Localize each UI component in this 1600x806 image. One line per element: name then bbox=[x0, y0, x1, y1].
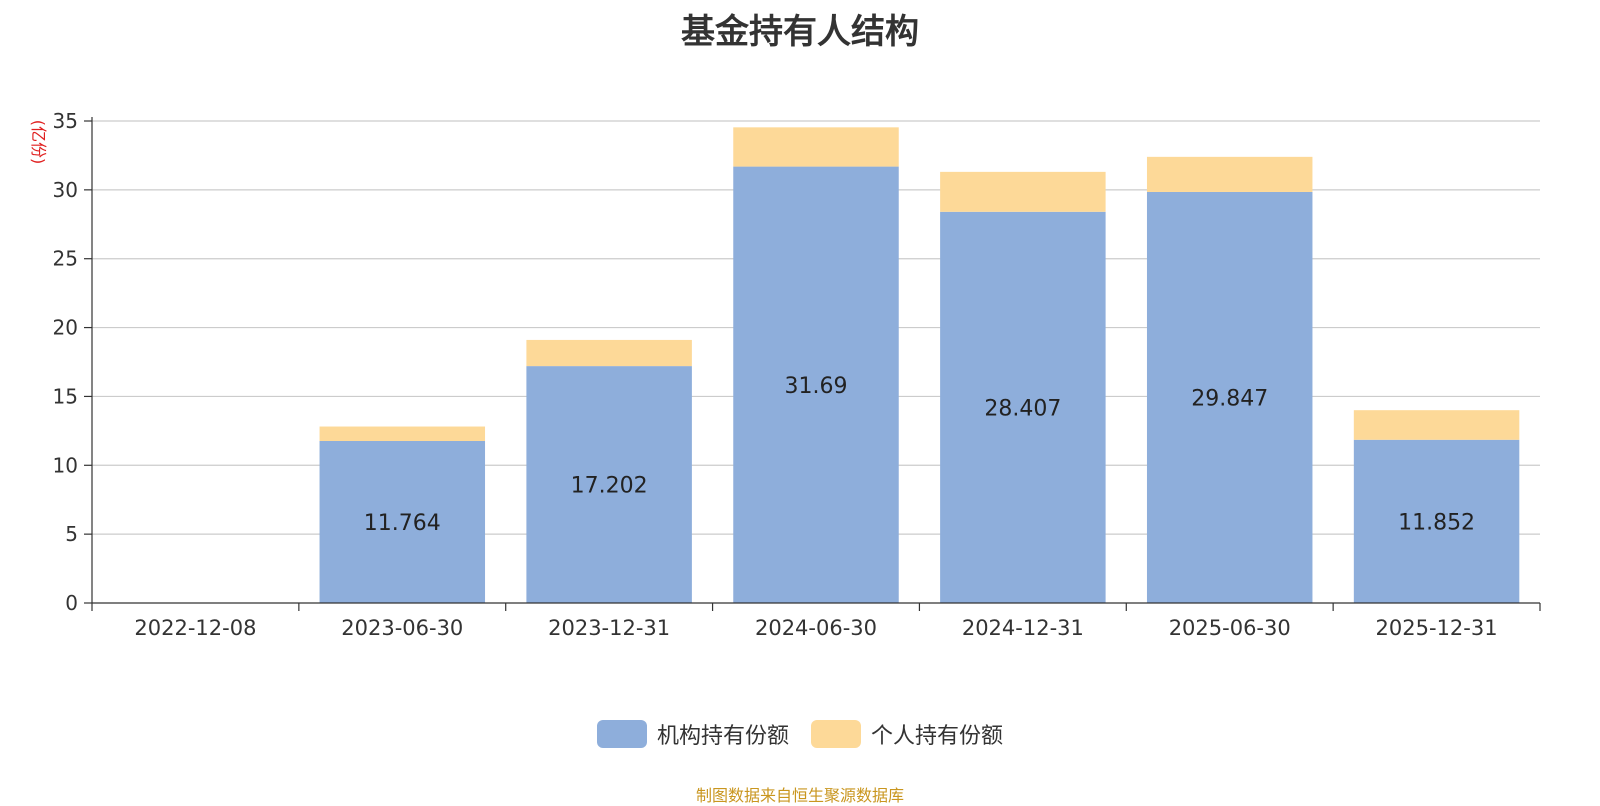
data-label: 11.852 bbox=[1398, 510, 1475, 535]
x-tick-label: 2024-06-30 bbox=[755, 616, 877, 640]
legend-label-institutional: 机构持有份额 bbox=[656, 724, 789, 749]
x-tick-label: 2023-12-31 bbox=[548, 616, 670, 640]
legend: 机构持有份额 个人持有份额 bbox=[0, 718, 1600, 750]
bar-institutional bbox=[1146, 191, 1313, 603]
legend-item-individual[interactable]: 个人持有份额 bbox=[811, 718, 1003, 750]
source-note: 制图数据来自恒生聚源数据库 bbox=[695, 786, 904, 805]
x-tick-label: 2025-06-30 bbox=[1169, 616, 1291, 640]
bar-individual bbox=[733, 127, 899, 167]
bar-individual bbox=[940, 171, 1106, 212]
bar-institutional bbox=[526, 366, 692, 603]
legend-swatch-individual bbox=[811, 720, 861, 748]
y-tick-label: 0 bbox=[65, 591, 78, 615]
y-tick-label: 35 bbox=[53, 109, 78, 133]
y-tick-label: 25 bbox=[53, 247, 78, 271]
x-tick-label: 2022-12-08 bbox=[134, 616, 256, 640]
bar-individual bbox=[1146, 156, 1313, 192]
axes: 0 5 10 15 20 25 30 35 2022-12-08 2023-06-30 2023-1… bbox=[53, 109, 1541, 640]
y-tick-label: 15 bbox=[53, 384, 78, 408]
bar-institutional bbox=[940, 211, 1106, 603]
y-tick-label: 5 bbox=[65, 522, 78, 546]
bar-individual bbox=[1353, 410, 1520, 440]
y-tick-label: 20 bbox=[53, 316, 78, 340]
chart-title: 基金持有人结构 bbox=[681, 12, 919, 52]
bar-institutional bbox=[319, 440, 486, 603]
data-label-group: 11.764 17.202 31.69 28.407 29.847 11.852 bbox=[364, 374, 1475, 536]
legend-swatch-institutional bbox=[596, 720, 647, 748]
data-label: 29.847 bbox=[1191, 386, 1268, 411]
legend-label-individual: 个人持有份额 bbox=[871, 724, 1004, 749]
data-label: 11.764 bbox=[364, 511, 441, 536]
y-tick-label: 30 bbox=[53, 178, 78, 202]
data-label: 31.69 bbox=[785, 374, 848, 399]
bar-group bbox=[319, 127, 1520, 603]
bar-institutional bbox=[1353, 439, 1520, 603]
legend-item-institutional[interactable]: 机构持有份额 bbox=[596, 718, 789, 750]
data-label: 28.407 bbox=[984, 396, 1061, 421]
y-tick-label: 10 bbox=[53, 453, 78, 477]
bar-individual bbox=[526, 339, 692, 367]
data-label: 17.202 bbox=[571, 474, 648, 499]
x-tick-label: 2025-12-31 bbox=[1376, 616, 1498, 640]
x-tick-label: 2024-12-31 bbox=[962, 616, 1084, 640]
x-tick-label: 2023-06-30 bbox=[341, 616, 463, 640]
bar-institutional bbox=[733, 166, 899, 603]
bar-individual bbox=[319, 426, 486, 441]
y-axis-unit-label: (亿份) bbox=[29, 120, 48, 165]
